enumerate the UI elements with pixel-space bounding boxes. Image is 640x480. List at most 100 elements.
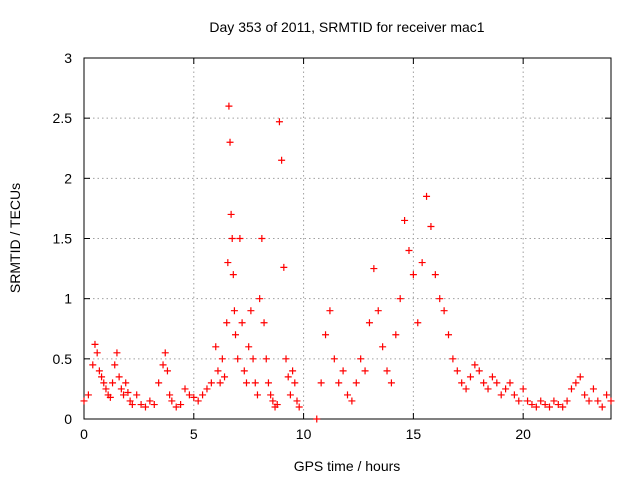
data-point bbox=[326, 307, 334, 315]
data-point bbox=[223, 319, 231, 327]
data-point bbox=[100, 379, 108, 387]
data-point bbox=[284, 373, 292, 381]
data-point bbox=[185, 391, 193, 399]
data-point bbox=[603, 391, 611, 399]
y-tick-label: 0 bbox=[64, 411, 72, 427]
data-point bbox=[466, 373, 474, 381]
data-point bbox=[348, 397, 356, 405]
data-point bbox=[559, 403, 567, 411]
data-point bbox=[242, 379, 250, 387]
data-point bbox=[214, 367, 222, 375]
data-point bbox=[423, 192, 431, 200]
data-point bbox=[161, 349, 169, 357]
data-point bbox=[117, 385, 125, 393]
data-point bbox=[262, 355, 270, 363]
data-point bbox=[484, 385, 492, 393]
data-point bbox=[166, 391, 174, 399]
data-point bbox=[159, 361, 167, 369]
data-point bbox=[598, 403, 606, 411]
data-point bbox=[115, 373, 123, 381]
data-point bbox=[405, 247, 413, 255]
data-point bbox=[269, 397, 277, 405]
data-point bbox=[258, 235, 266, 242]
data-point bbox=[532, 403, 540, 411]
data-point bbox=[313, 415, 321, 423]
axis-ticks: 0 5 10 15 20 0 0.5 1 1.5 2 2.5 3 bbox=[53, 50, 611, 442]
data-point bbox=[401, 216, 409, 224]
data-point bbox=[282, 355, 290, 363]
data-point bbox=[449, 355, 457, 363]
data-point bbox=[80, 397, 88, 405]
data-point bbox=[190, 393, 198, 401]
data-point bbox=[431, 271, 439, 279]
data-point bbox=[260, 319, 268, 327]
data-point bbox=[563, 397, 571, 405]
data-point bbox=[510, 391, 518, 399]
data-point bbox=[109, 379, 117, 387]
data-point bbox=[111, 361, 119, 369]
data-point bbox=[128, 401, 136, 409]
data-point bbox=[172, 403, 180, 411]
data-points bbox=[80, 102, 615, 423]
data-point bbox=[230, 307, 238, 315]
y-tick-label: 2 bbox=[64, 170, 72, 186]
data-point bbox=[199, 391, 207, 399]
data-point bbox=[458, 379, 466, 387]
data-point bbox=[374, 307, 382, 315]
y-axis-label: SRMTID / TECUs bbox=[7, 183, 23, 293]
data-point bbox=[95, 367, 103, 375]
data-point bbox=[414, 319, 422, 327]
data-point bbox=[251, 379, 259, 387]
data-point bbox=[387, 379, 395, 387]
data-point bbox=[506, 379, 514, 387]
data-point bbox=[475, 367, 483, 375]
data-point bbox=[194, 397, 202, 405]
data-point bbox=[264, 379, 272, 387]
x-tick-label: 10 bbox=[296, 426, 312, 442]
data-point bbox=[453, 367, 461, 375]
data-point bbox=[572, 379, 580, 387]
data-point bbox=[155, 379, 163, 387]
data-point bbox=[409, 271, 417, 279]
x-axis-label: GPS time / hours bbox=[294, 458, 401, 474]
data-point bbox=[227, 210, 235, 218]
data-point bbox=[221, 373, 229, 381]
data-point bbox=[146, 397, 154, 405]
data-point bbox=[607, 397, 615, 405]
data-point bbox=[418, 259, 426, 267]
data-point bbox=[253, 391, 261, 399]
data-point bbox=[541, 401, 549, 409]
data-point bbox=[361, 367, 369, 375]
data-point bbox=[207, 379, 215, 387]
data-point bbox=[232, 331, 240, 339]
data-point bbox=[344, 391, 351, 399]
data-point bbox=[181, 385, 189, 393]
data-point bbox=[84, 391, 92, 399]
data-point bbox=[137, 401, 145, 409]
data-point bbox=[567, 385, 575, 393]
data-point bbox=[120, 391, 128, 399]
data-point bbox=[427, 222, 435, 230]
data-point bbox=[537, 397, 545, 405]
data-point bbox=[89, 361, 97, 369]
data-point bbox=[322, 331, 330, 339]
data-point bbox=[440, 307, 448, 315]
data-point bbox=[445, 331, 453, 339]
data-point bbox=[383, 367, 391, 375]
data-point bbox=[102, 385, 110, 393]
data-point bbox=[141, 403, 149, 411]
data-point bbox=[462, 385, 470, 393]
data-point bbox=[203, 385, 211, 393]
data-point bbox=[339, 367, 347, 375]
x-tick-label: 15 bbox=[406, 426, 422, 442]
data-point bbox=[550, 397, 558, 405]
data-point bbox=[436, 295, 444, 303]
x-tick-label: 0 bbox=[80, 426, 88, 442]
data-point bbox=[330, 355, 338, 363]
data-point bbox=[471, 361, 479, 369]
data-point bbox=[234, 355, 242, 363]
data-point bbox=[218, 355, 226, 363]
data-point bbox=[480, 379, 488, 387]
y-tick-label: 3 bbox=[64, 50, 72, 66]
